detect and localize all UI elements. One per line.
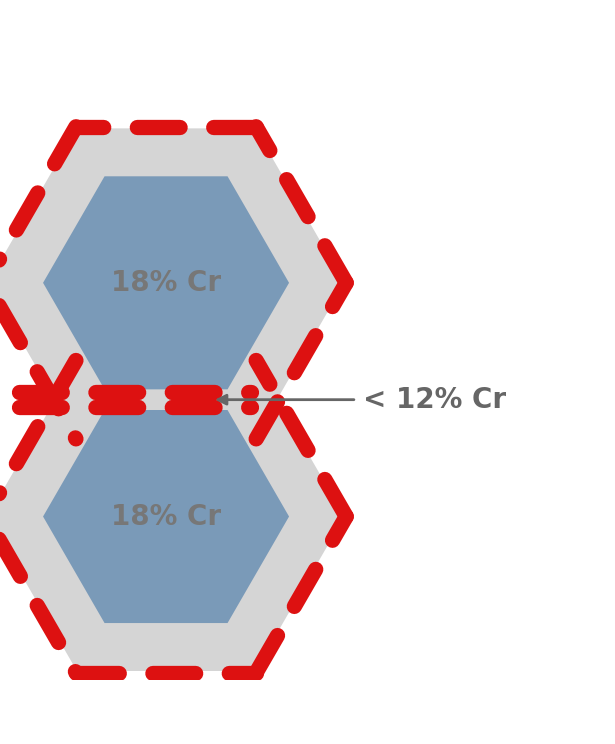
Text: 18% Cr: 18% Cr [111,502,221,530]
Polygon shape [0,129,344,437]
Text: < 12% Cr: < 12% Cr [363,385,506,414]
Polygon shape [43,410,289,623]
Polygon shape [43,176,289,389]
Text: 18% Cr: 18% Cr [111,269,221,297]
Polygon shape [0,362,344,671]
